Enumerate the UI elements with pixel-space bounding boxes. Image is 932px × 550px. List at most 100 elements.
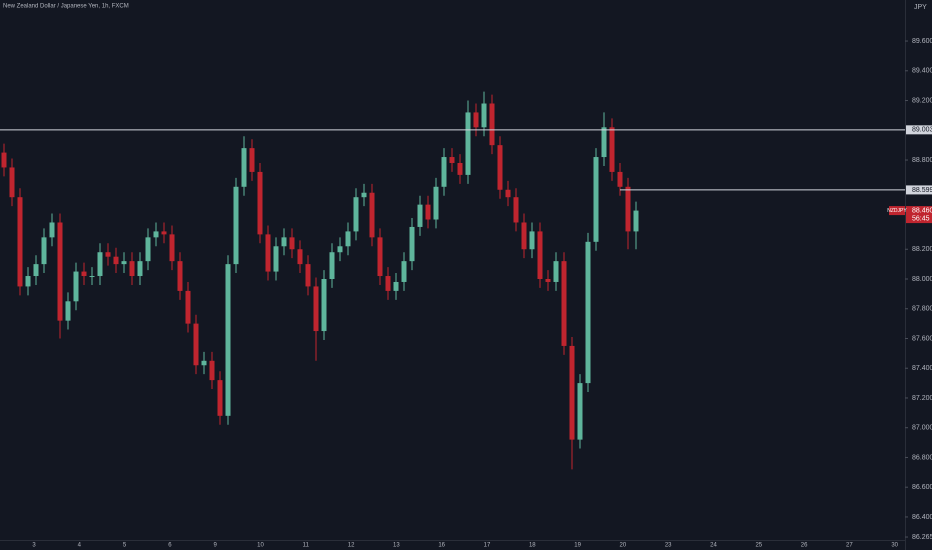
candle-body	[401, 261, 407, 282]
x-tick-label: 23	[665, 543, 672, 549]
candle-body	[489, 103, 495, 146]
candle-body	[9, 167, 15, 198]
candle-body	[161, 231, 167, 235]
y-tick-label: 89.600	[912, 38, 932, 45]
x-tick-label: 26	[801, 543, 808, 549]
candle-body	[65, 301, 71, 321]
candle-body	[369, 192, 375, 238]
candle-body	[169, 234, 175, 262]
candle-body	[257, 171, 263, 235]
candle-body	[281, 237, 287, 247]
x-tick-label: 20	[620, 543, 627, 549]
x-tick-label: 25	[755, 543, 762, 549]
candle-body	[249, 148, 255, 172]
y-tick-label: 88.800	[912, 157, 932, 164]
candle-body	[105, 252, 111, 257]
symbol-tag	[889, 206, 905, 216]
x-tick-label: 13	[393, 543, 400, 549]
candle-body	[561, 261, 567, 346]
candle-body	[153, 231, 159, 238]
currency-label: JPY	[914, 4, 927, 11]
candle-body	[145, 237, 151, 262]
x-tick-label: 18	[529, 543, 536, 549]
x-tick-label: 11	[303, 543, 310, 549]
candle-body	[177, 261, 183, 291]
candle-body	[521, 222, 527, 250]
candle-body	[417, 204, 423, 227]
candle-body	[353, 197, 359, 232]
x-tick-label: 27	[846, 543, 853, 549]
candle-body	[593, 157, 599, 242]
candle-body	[217, 380, 223, 416]
candle-body	[233, 186, 239, 265]
candle-body	[313, 286, 319, 332]
candle-body	[17, 197, 23, 287]
candle-body	[209, 360, 215, 381]
price-line-label: 88.599	[912, 187, 932, 194]
candle-body	[545, 278, 551, 282]
candle-body	[329, 252, 335, 279]
candle-body	[409, 226, 415, 262]
candle-body	[265, 234, 271, 272]
candle-body	[513, 197, 519, 223]
candle-body	[121, 261, 127, 265]
candle-body	[225, 264, 231, 416]
candle-body	[449, 157, 455, 163]
candle-body	[481, 103, 487, 128]
y-tick-label: 86.265	[912, 534, 932, 541]
x-tick-label: 6	[168, 543, 172, 549]
candle-body	[41, 237, 47, 265]
x-tick-label: 16	[438, 543, 445, 549]
last-price-tag	[906, 206, 932, 224]
candle-body	[601, 127, 607, 158]
candle-body	[361, 192, 367, 198]
x-tick-label: 12	[348, 543, 355, 549]
candle-body	[97, 252, 103, 277]
y-tick-label: 88.200	[912, 246, 932, 253]
candle-body	[505, 189, 511, 198]
candle-body	[305, 264, 311, 287]
y-tick-label: 87.400	[912, 365, 932, 372]
candle-body	[497, 145, 503, 190]
candle-body	[569, 345, 575, 440]
y-tick-label: 86.800	[912, 454, 932, 461]
candle-body	[201, 360, 207, 366]
x-tick-label: 19	[574, 543, 581, 549]
candle-body	[129, 261, 135, 277]
candle-body	[465, 112, 471, 175]
last-price-label: 88.460	[912, 207, 932, 214]
candle-body	[441, 157, 447, 187]
candle-body	[617, 171, 623, 187]
x-tick-label: 4	[78, 543, 82, 549]
candle-body	[553, 261, 559, 282]
candle-body	[625, 186, 631, 232]
candle-body	[1, 152, 7, 168]
candle-body	[529, 231, 535, 250]
y-tick-label: 86.400	[912, 514, 932, 521]
candle-body	[289, 237, 295, 250]
candle-body	[433, 186, 439, 220]
candle-body	[337, 246, 343, 253]
x-tick-label: 5	[123, 543, 127, 549]
candle-body	[241, 148, 247, 187]
x-tick-label: 24	[710, 543, 717, 549]
price-line-tag	[906, 185, 932, 195]
x-tick-label: 30	[891, 543, 898, 549]
y-tick-label: 88.000	[912, 276, 932, 283]
candle-body	[25, 276, 31, 287]
candle-body	[345, 231, 351, 247]
candle-body	[577, 383, 583, 440]
y-tick-label: 87.800	[912, 306, 932, 313]
x-tick-label: 17	[484, 543, 491, 549]
y-tick-label: 89.200	[912, 97, 932, 104]
candle-body	[377, 237, 383, 277]
candle-body	[473, 112, 479, 128]
candle-body	[81, 271, 87, 277]
candle-body	[33, 264, 39, 277]
candle-body	[185, 290, 191, 324]
last-price-countdown: 56:45	[912, 215, 930, 222]
y-tick-label: 86.600	[912, 484, 932, 491]
candle-body	[49, 222, 55, 238]
